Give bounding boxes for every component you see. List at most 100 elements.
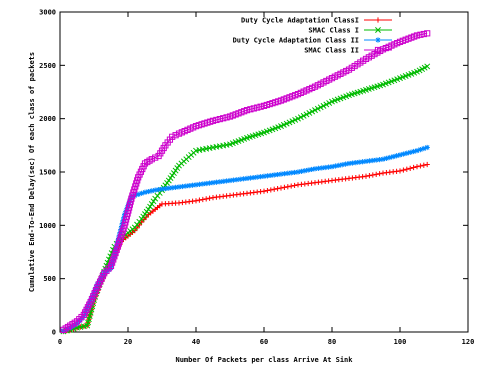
series-2-point [306,110,313,116]
series-3-point [346,160,352,167]
series-3-point [275,171,281,178]
series-3-point [281,171,287,177]
y-tick-label: 500 [43,275,56,283]
series-2-point [320,102,327,109]
series-4-point [250,105,257,112]
series-4-point [148,156,155,163]
series-1-point [285,184,291,190]
series-3-point [224,178,230,184]
legend-label: Duty Cycle Adaptation Class II [233,37,359,45]
series-3-point [366,158,372,164]
series-layer [60,30,431,335]
legend-swatch-marker [375,37,381,43]
series-2-line [63,65,428,332]
series-2-point [150,198,157,205]
x-tick-label: 40 [192,338,200,346]
series-1-point [417,163,423,169]
series-3-point [417,147,423,153]
x-tick-label: 80 [328,338,336,346]
series-1-point [400,167,406,173]
series-3-point [237,176,243,182]
series-3-point [213,179,219,185]
series-1-point [411,164,417,171]
series-2-point [303,111,310,118]
series-4-point [417,31,424,38]
series-1-point [397,168,403,174]
series-4 [60,30,431,333]
series-2-point [145,206,152,213]
series-3-point [186,183,192,189]
series-3-point [353,160,359,166]
series-3-point [326,164,332,170]
series-3-point [302,168,308,174]
series-3-point [363,158,369,164]
series-3-point [142,189,148,195]
series-2-point [323,101,330,108]
series-3-point [261,173,267,179]
series-2-point [312,107,318,114]
series-1-point [373,171,379,177]
series-2-point [314,105,321,112]
series-2-point [297,114,304,121]
series-3-point [400,151,406,157]
series-3-point [145,188,151,195]
series-3-point [285,170,291,176]
series-3-point [390,154,396,160]
series-3-point [254,174,260,180]
series-4-point [223,114,230,121]
series-4-point [424,30,431,37]
series-3-point [135,191,141,197]
series-3-point [86,300,92,306]
series-3-point [183,183,189,189]
legend-swatch-marker [375,27,381,33]
series-2-point [169,172,176,179]
series-3-point [305,167,311,173]
x-tick-label: 0 [58,338,62,346]
series-4-point [107,262,115,269]
series-4-point [254,104,261,111]
series-1-point [207,195,213,201]
series-4-point [113,246,120,253]
plot-frame [59,11,469,333]
series-1-point [377,171,383,177]
series-3-point [292,169,298,176]
series-1-point [261,188,267,194]
legend-swatch-marker [375,17,381,23]
series-1-point [275,186,281,192]
y-tick-label: 1500 [39,169,56,177]
series-3-point [387,154,393,161]
series-4-point [216,115,223,123]
series-4-point [213,116,220,124]
series-4-point [169,133,176,140]
series-2-point [424,63,431,70]
x-tick-label: 60 [260,338,268,346]
series-1-point [268,187,274,193]
series-1-point [421,162,427,168]
series-3-point [407,149,413,155]
series-2-point [170,170,177,177]
series-1-point [370,172,376,178]
series-4-point [413,32,421,39]
series-4-line [63,32,428,331]
series-4-point [111,253,118,260]
series-3-point [421,145,427,152]
series-3-point [179,183,185,190]
series-4-point [257,103,264,110]
series-1-point [288,183,294,189]
series-3-point [322,164,328,171]
series-3-point [336,162,342,168]
series-4-point [247,106,254,113]
series-2-point [326,100,333,106]
series-3-point [315,165,321,171]
series-3-point [394,153,400,159]
series-3-point [247,175,253,181]
series-3-point [230,177,236,183]
series-3-point [125,203,131,209]
series-1-point [193,198,199,204]
series-3-point [414,148,420,154]
series-3-point [173,184,179,190]
legend-label: SMAC Class I [308,27,359,35]
series-3-point [166,185,172,191]
series-3-point [220,178,226,184]
series-4-point [152,154,159,161]
